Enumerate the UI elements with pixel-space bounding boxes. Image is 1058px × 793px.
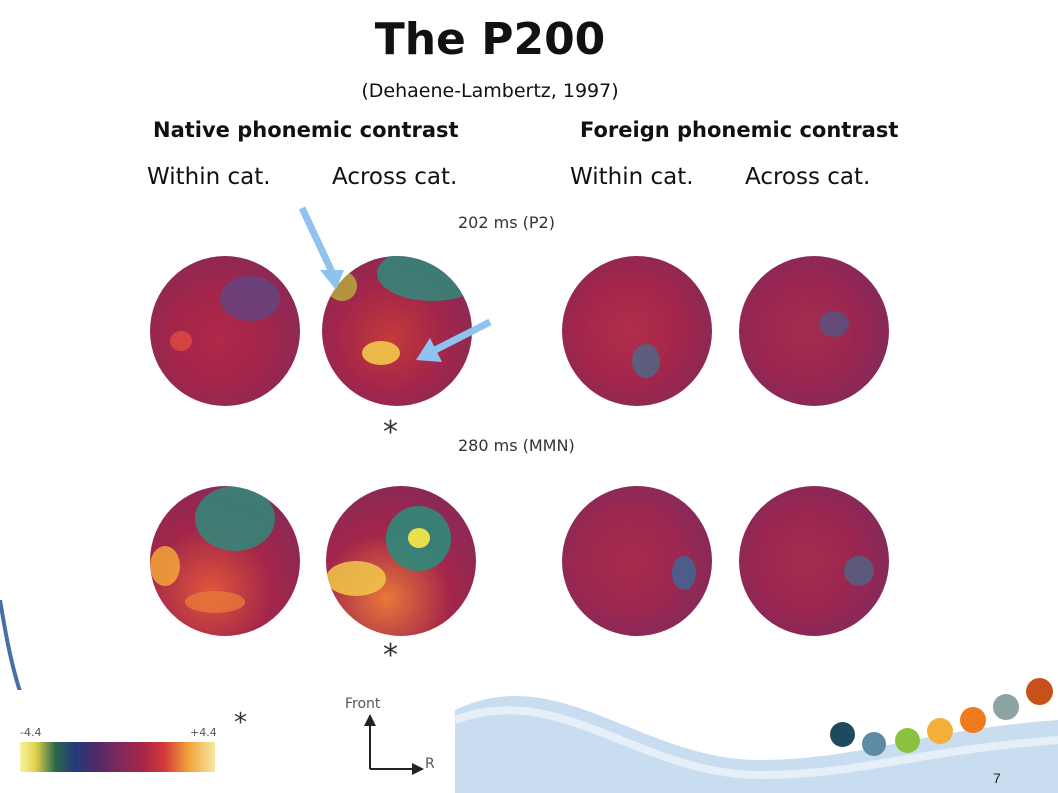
topomap-foreign-within-mmn [562, 486, 712, 636]
condition-label-foreign-within: Within cat. [570, 164, 694, 190]
condition-label-foreign-across: Across cat. [745, 164, 871, 190]
group-heading-foreign: Foreign phonemic contrast [580, 118, 899, 142]
significance-star-row2: * [383, 638, 398, 673]
topomap-foreign-within-p2 [562, 256, 712, 406]
decor-dot-3 [895, 728, 920, 753]
group-heading-native: Native phonemic contrast [153, 118, 459, 142]
topomap-foreign-across-mmn [739, 486, 889, 636]
scale-star: * [234, 708, 247, 738]
significance-star-row1: * [383, 415, 398, 450]
decor-dot-4 [927, 718, 953, 744]
arrow-annotations [298, 206, 492, 362]
topomap-native-within-p2 [150, 256, 300, 406]
page-number: 7 [993, 770, 1001, 786]
scale-min-label: -4.4 [20, 726, 42, 739]
decor-dot-1 [830, 722, 855, 747]
scale-max-label: +4.4 [190, 726, 217, 739]
orientation-front-label: Front [345, 696, 381, 712]
decor-dot-6 [993, 694, 1019, 720]
slide-title: The P200 [374, 14, 606, 65]
color-scale-bar [20, 742, 215, 772]
orientation-right-label: R [425, 756, 435, 772]
time-label-mmn: 280 ms (MMN) [458, 436, 575, 455]
orientation-axes-icon [364, 714, 424, 775]
decor-dot-7 [1026, 678, 1053, 705]
condition-label-native-across: Across cat. [332, 164, 458, 190]
condition-label-native-within: Within cat. [147, 164, 271, 190]
topomap-native-across-p2 [322, 256, 472, 406]
topomap-native-across-mmn [326, 486, 476, 636]
decor-dot-5 [960, 707, 986, 733]
arrow-icon-lower [416, 318, 492, 362]
arrow-icon-upper [298, 206, 344, 290]
time-label-p2: 202 ms (P2) [458, 213, 555, 232]
color-scale-panel [0, 690, 230, 793]
topomap-native-within-mmn [150, 486, 300, 636]
decor-dot-2 [862, 732, 886, 756]
topomap-foreign-across-p2 [739, 256, 889, 406]
slide-subtitle: (Dehaene-Lambertz, 1997) [361, 80, 619, 102]
